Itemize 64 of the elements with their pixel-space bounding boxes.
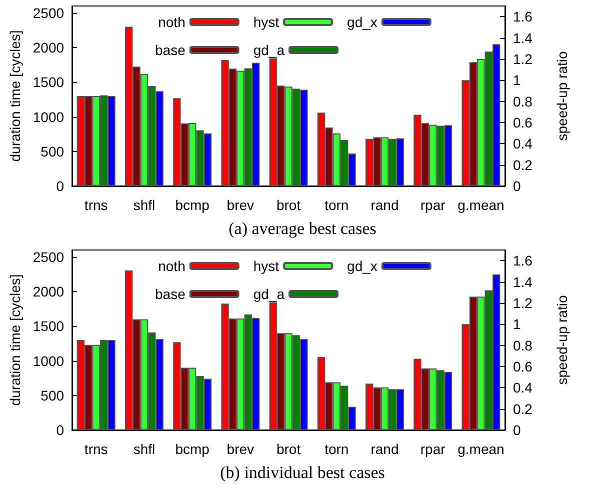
y-tick-label: 2500	[32, 248, 64, 265]
legend-label: gd_x	[347, 258, 378, 274]
legend-label: hyst	[253, 258, 280, 274]
y-tick-label: 1000	[32, 108, 64, 125]
y2-tick-label: 0	[513, 422, 521, 438]
x-tick-label: brot	[276, 197, 301, 213]
y2-tick-label: 1.6	[513, 252, 533, 269]
y2-tick-label: 1.4	[513, 30, 533, 46]
x-tick-label: brot	[276, 441, 301, 457]
y-tick-label: 1000	[32, 352, 64, 369]
text: (b) individual best cases	[220, 463, 385, 482]
y2-tick-label: 0.4	[513, 136, 533, 152]
x-tick-label: rpar	[420, 441, 446, 457]
y2-tick-label: 0.8	[513, 337, 533, 354]
y-tick-label: 2500	[32, 4, 64, 21]
y-axis-title: duration time [cycles]	[7, 30, 23, 162]
y-tick-label: 0	[56, 422, 64, 438]
y2-tick-label: 1	[513, 72, 521, 88]
x-tick-label: shfl	[133, 197, 156, 213]
x-tick-label: torn	[324, 441, 349, 457]
y2-tick-label: 0.6	[513, 358, 533, 374]
x-tick-label: rpar	[420, 197, 446, 213]
legend-label: noth	[158, 258, 186, 274]
y2-tick-label: 0.8	[513, 93, 533, 110]
y2-tick-label: 1	[513, 316, 521, 332]
y2-tick-label: 1.2	[513, 294, 533, 311]
y2-tick-label: 0.4	[513, 380, 533, 396]
x-tick-label: trns	[84, 197, 108, 213]
y2-tick-label: 0	[513, 178, 521, 194]
x-tick-label: g.mean	[458, 197, 504, 213]
y2-tick-label: 1.2	[513, 50, 533, 67]
y2-tick-label: 0.2	[513, 156, 533, 173]
y-tick-label: 1500	[32, 318, 64, 334]
y-tick-label: 500	[40, 143, 64, 160]
y-tick-label: 1500	[32, 74, 64, 90]
legend-label: base	[155, 286, 186, 302]
x-tick-label: bcmp	[175, 197, 210, 213]
x-tick-label: torn	[324, 197, 349, 213]
x-tick-label: rand	[370, 197, 399, 213]
x-tick-label: brev	[226, 441, 254, 457]
text: (a) average best cases	[228, 219, 376, 238]
y2-axis-title: speed-up ratio	[554, 51, 570, 141]
y2-tick-label: 0.2	[513, 400, 533, 417]
y-tick-label: 2000	[32, 40, 64, 56]
legend-label: noth	[158, 14, 186, 30]
legend-label: gd_x	[347, 14, 378, 30]
y2-tick-label: 1.4	[513, 274, 533, 290]
legend-label: gd_a	[253, 42, 285, 58]
x-tick-label: g.mean	[458, 441, 504, 457]
x-tick-label: rand	[370, 441, 399, 457]
y-tick-label: 500	[40, 387, 64, 404]
y-tick-label: 0	[56, 178, 64, 194]
y2-axis-title: speed-up ratio	[554, 295, 570, 385]
x-tick-label: brev	[226, 197, 254, 213]
y2-tick-label: 0.6	[513, 114, 533, 130]
legend-label: gd_a	[253, 286, 285, 302]
y-axis-title: duration time [cycles]	[7, 274, 23, 406]
legend-label: base	[155, 42, 186, 58]
legend-label: hyst	[253, 14, 280, 30]
x-tick-label: shfl	[133, 441, 156, 457]
x-tick-label: trns	[84, 441, 108, 457]
y-tick-label: 2000	[32, 284, 64, 300]
x-tick-label: bcmp	[175, 441, 210, 457]
y2-tick-label: 1.6	[513, 8, 533, 25]
